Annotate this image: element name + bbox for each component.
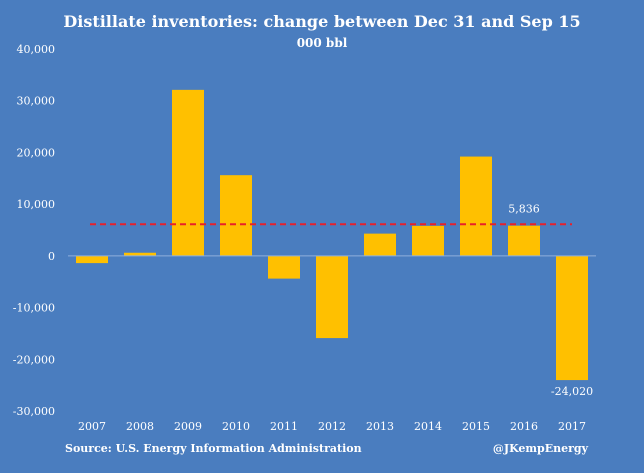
y-tick-label: 0 xyxy=(48,250,55,263)
y-tick-label: 40,000 xyxy=(17,43,56,56)
x-tick-label: 2012 xyxy=(318,420,346,433)
y-tick-label: -30,000 xyxy=(13,405,55,418)
bar-2013 xyxy=(364,233,396,256)
x-tick-label: 2010 xyxy=(222,420,250,433)
data-label-2016: 5,836 xyxy=(508,202,540,215)
chart-title: Distillate inventories: change between D… xyxy=(63,12,580,31)
x-tick-label: 2014 xyxy=(414,420,442,433)
x-tick-label: 2011 xyxy=(270,420,298,433)
x-tick-label: 2017 xyxy=(558,420,586,433)
bars xyxy=(76,89,588,381)
x-axis: 2007 2008 2009 2010 2011 2012 2013 2014 2015 2016… xyxy=(78,420,586,433)
chart-subtitle: 000 bbl xyxy=(297,36,348,50)
x-tick-label: 2013 xyxy=(366,420,394,433)
x-tick-label: 2008 xyxy=(126,420,154,433)
y-tick-label: 20,000 xyxy=(17,146,56,159)
bar-2016 xyxy=(508,225,540,256)
y-axis: -30,000 -20,000 -10,000 0 10,000 20,000 30,000… xyxy=(13,43,55,418)
bar-2011 xyxy=(268,255,300,279)
bar-2014 xyxy=(412,225,444,256)
x-tick-label: 2007 xyxy=(78,420,106,433)
bar-2012 xyxy=(316,255,348,339)
bar-2015 xyxy=(460,156,492,256)
source-note: Source: U.S. Energy Information Administ… xyxy=(65,442,362,455)
bar-2009 xyxy=(172,89,204,256)
data-label-2017: -24,020 xyxy=(551,385,593,398)
x-tick-label: 2009 xyxy=(174,420,202,433)
y-tick-label: 30,000 xyxy=(17,95,56,108)
y-tick-label: -10,000 xyxy=(13,302,55,315)
x-tick-label: 2016 xyxy=(510,420,538,433)
x-tick-label: 2015 xyxy=(462,420,490,433)
data-labels: 5,836 -24,020 xyxy=(508,202,593,398)
bar-2017 xyxy=(556,255,588,381)
credit-note: @JKempEnergy xyxy=(493,442,589,455)
bar-2007 xyxy=(76,255,108,264)
bar-2010 xyxy=(220,175,252,256)
y-tick-label: -20,000 xyxy=(13,353,55,366)
bar-2008 xyxy=(124,252,156,256)
y-tick-label: 10,000 xyxy=(17,198,56,211)
